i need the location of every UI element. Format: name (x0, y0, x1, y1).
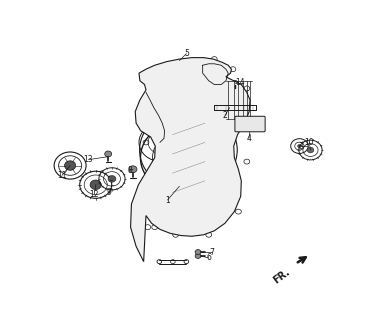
Text: 1: 1 (165, 196, 170, 204)
FancyBboxPatch shape (235, 116, 265, 132)
Text: 7: 7 (210, 248, 214, 257)
Text: 5: 5 (184, 49, 189, 58)
Circle shape (105, 151, 112, 157)
Text: 4: 4 (246, 134, 251, 143)
Circle shape (307, 147, 314, 153)
Circle shape (232, 81, 238, 85)
Circle shape (129, 166, 137, 173)
Circle shape (195, 250, 201, 254)
Text: 14: 14 (236, 78, 245, 87)
Circle shape (298, 145, 301, 148)
Text: 3: 3 (299, 141, 304, 151)
Circle shape (195, 253, 201, 259)
Text: 12: 12 (90, 190, 99, 199)
Circle shape (64, 161, 76, 170)
Text: 11: 11 (57, 171, 67, 180)
Text: 8: 8 (128, 166, 132, 175)
Text: 2: 2 (223, 111, 227, 120)
Text: 10: 10 (304, 138, 314, 147)
Text: 13: 13 (84, 155, 93, 164)
Polygon shape (130, 58, 250, 262)
Circle shape (90, 180, 101, 189)
Text: 6: 6 (206, 253, 211, 262)
Text: FR.: FR. (272, 267, 292, 286)
Circle shape (108, 176, 116, 182)
Text: 9: 9 (106, 188, 111, 197)
